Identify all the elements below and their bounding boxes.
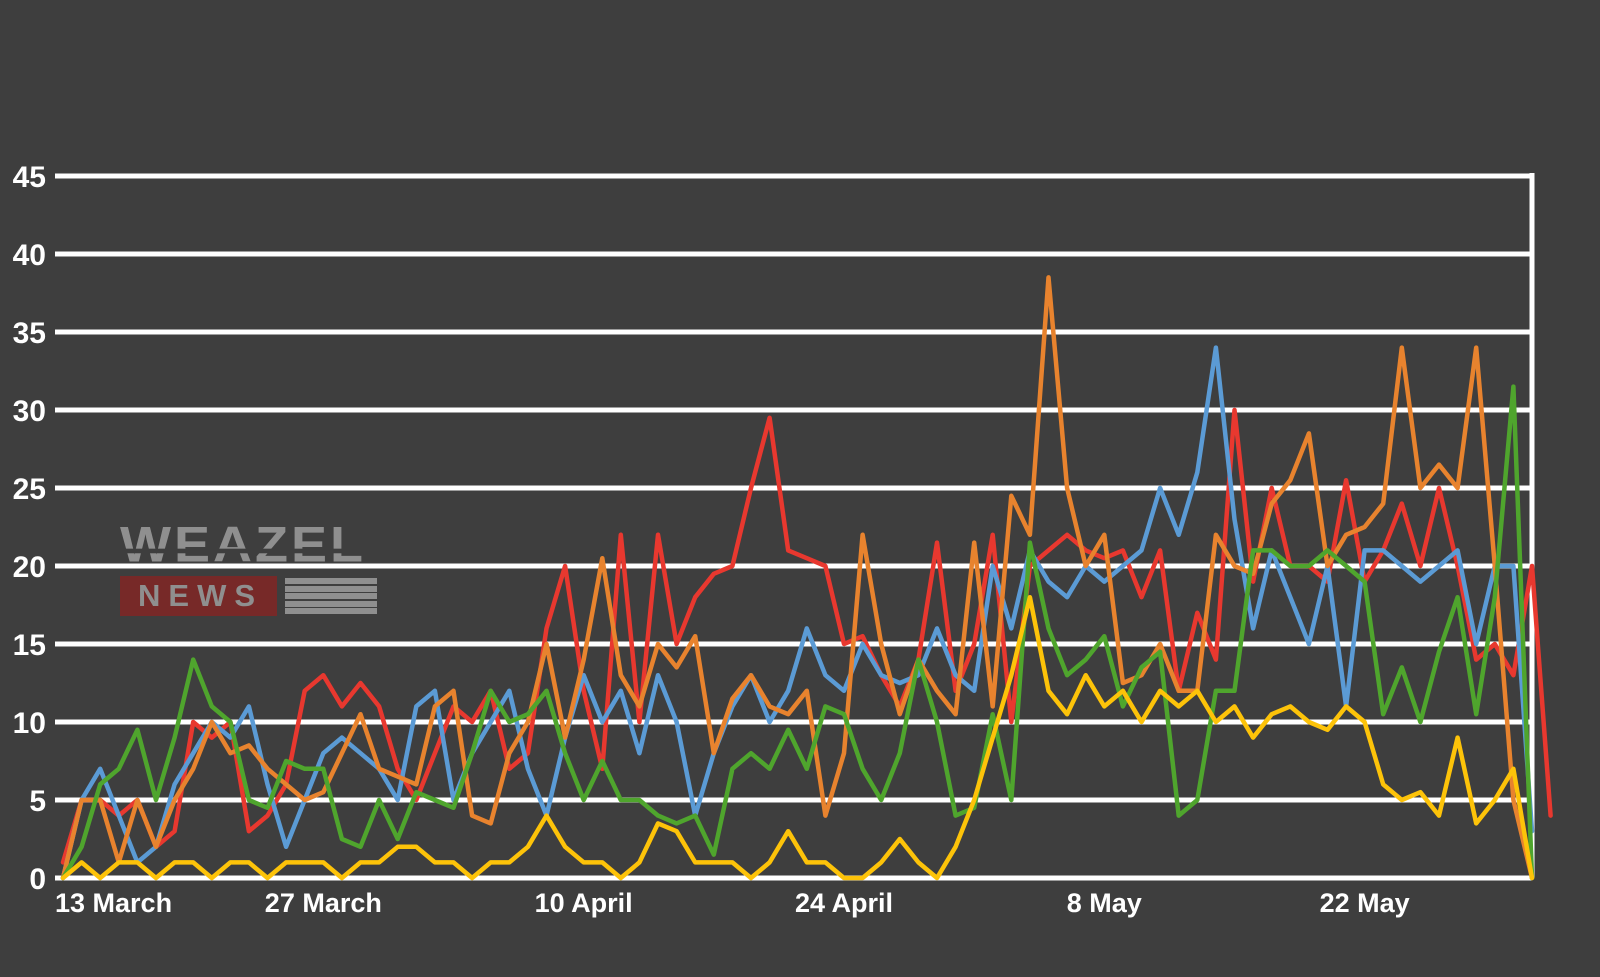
y-axis-label-5: 5 [29,785,46,818]
series-line-orange [60,275,1535,881]
x-axis-label: 10 April [535,888,633,918]
y-axis-label-20: 20 [13,551,46,584]
series-line-yellow [60,594,1535,881]
y-axis-label-10: 10 [13,707,46,740]
watermark-subtitle: NEWS [120,576,277,616]
y-axis-label-45: 45 [13,161,46,194]
y-axis-label-15: 15 [13,629,46,662]
y-axis-label-40: 40 [13,239,46,272]
x-axis-label: 27 March [265,888,382,918]
y-axis-label-25: 25 [13,473,46,506]
y-axis-label-0: 0 [29,863,46,896]
x-axis-label: 22 May [1320,888,1410,918]
series-line-green [60,384,1535,881]
watermark-banner: NEWS [120,576,377,616]
x-axis-label: 8 May [1067,888,1142,918]
weazel-news-watermark: WEAZEL NEWS [120,518,377,616]
watermark-title: WEAZEL [120,517,366,573]
x-axis-label: 13 March [55,888,172,918]
y-axis-label-35: 35 [13,317,46,350]
series-line-blue [60,345,1535,881]
x-axis-label: 24 April [795,888,893,918]
y-axis-label-30: 30 [13,395,46,428]
stripes-icon [285,576,377,616]
